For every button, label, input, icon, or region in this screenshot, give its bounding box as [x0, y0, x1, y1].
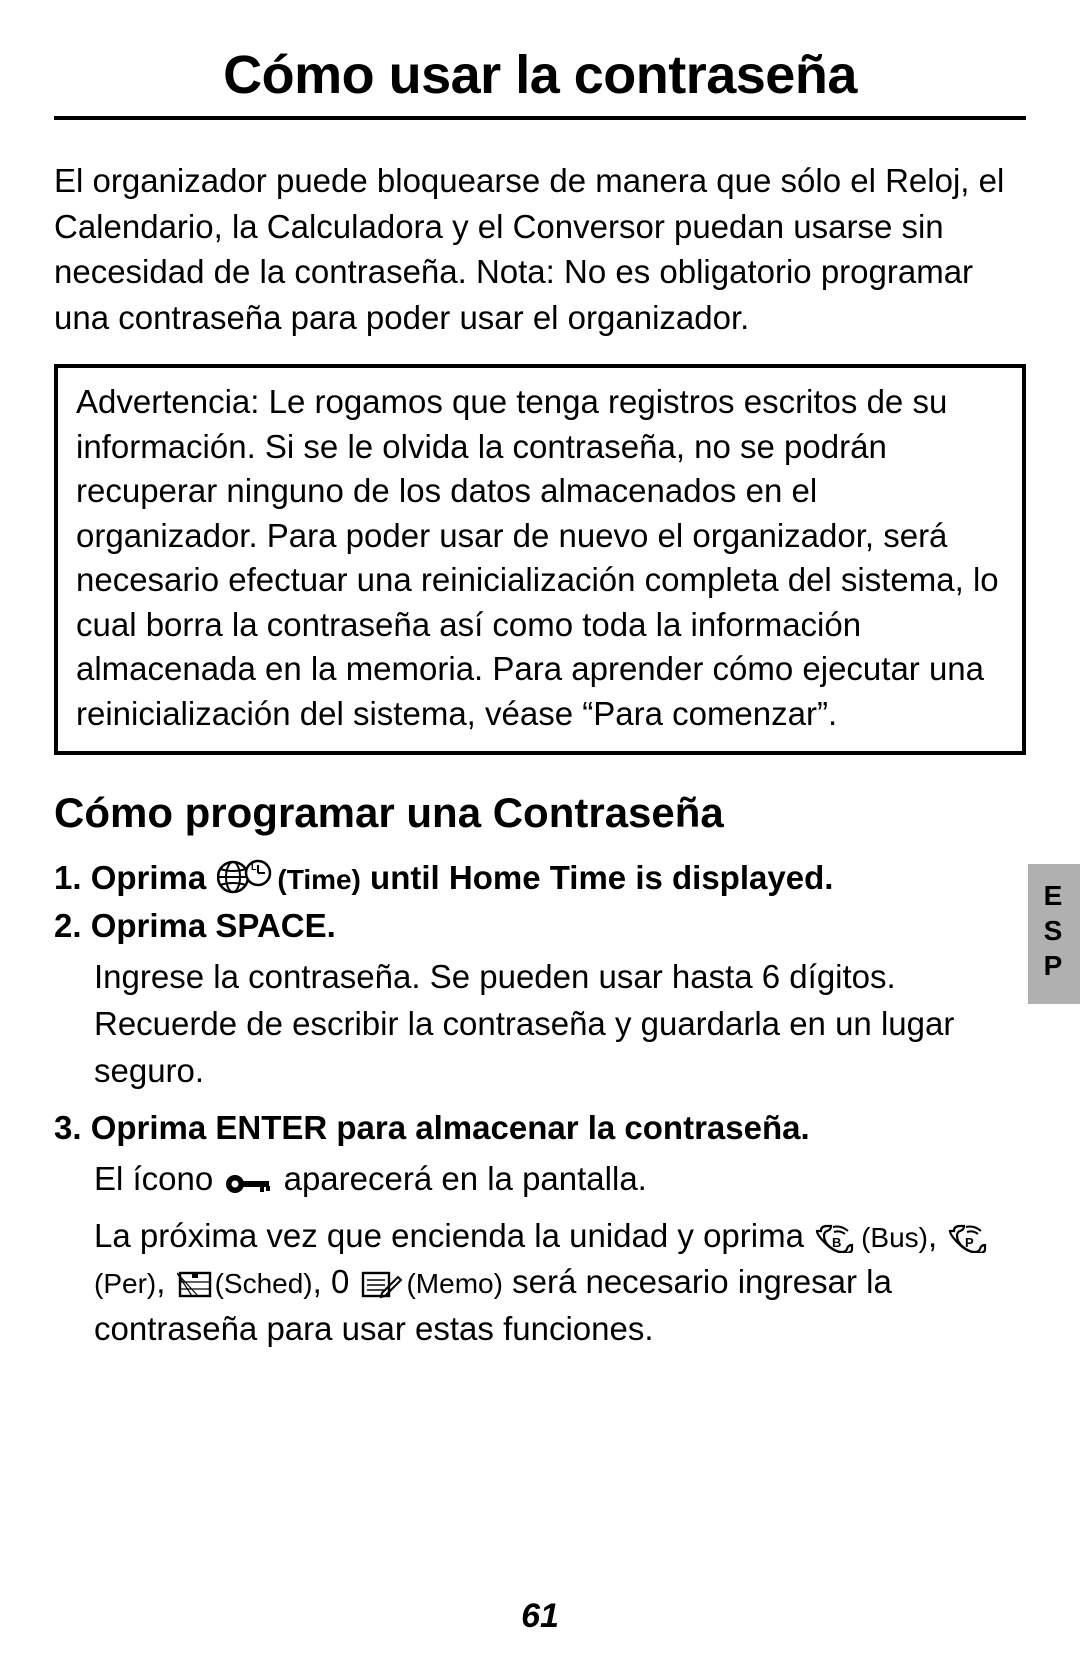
step-3-body-2: La próxima vez que encienda la unidad y …	[94, 1213, 1026, 1354]
language-tab-label: E S P	[1044, 880, 1065, 981]
page-number: 61	[0, 1597, 1080, 1636]
per-label: (Per)	[94, 1268, 156, 1299]
memo-label: (Memo)	[406, 1268, 502, 1299]
step-3-body-2-prefix: La próxima vez que encienda la unidad y …	[94, 1217, 813, 1254]
svg-text:B: B	[832, 1235, 841, 1250]
warning-text: Advertencia: Le rogamos que tenga regist…	[76, 383, 999, 732]
language-tab-esp: E S P	[1028, 864, 1080, 1004]
phone-bus-icon: B	[815, 1223, 859, 1253]
sep-2: ,	[156, 1263, 174, 1300]
sep-1: ,	[928, 1217, 946, 1254]
svg-text:L: L	[251, 862, 257, 872]
sched-label: (Sched)	[215, 1268, 313, 1299]
step-3-body-1-prefix: El ícono	[94, 1160, 222, 1197]
key-icon	[224, 1172, 272, 1196]
step-3: 3. Oprima ENTER para almacenar la contra…	[54, 1105, 1026, 1152]
step-3-body-1-suffix: aparecerá en la pantalla.	[274, 1160, 646, 1197]
intro-paragraph: El organizador puede bloquearse de maner…	[54, 158, 1026, 340]
page-title: Cómo usar la contraseña	[54, 44, 1026, 120]
step-1-suffix: until Home Time is displayed.	[361, 859, 834, 896]
section-heading: Cómo programar una Contraseña	[54, 789, 1026, 837]
svg-text:P: P	[965, 1235, 974, 1250]
warning-box: Advertencia: Le rogamos que tenga regist…	[54, 364, 1026, 754]
sep-3: , 0	[313, 1263, 359, 1300]
step-3-body-1: El ícono aparecerá en la pantalla.	[94, 1156, 1026, 1203]
sched-calendar-icon	[177, 1269, 213, 1299]
time-globe-clock-icon: L	[217, 859, 275, 895]
bus-label: (Bus)	[861, 1222, 928, 1253]
step-1: 1. Oprima L (Time) until Home Time is dis…	[54, 855, 1026, 902]
step-1-prefix: 1. Oprima	[54, 859, 215, 896]
step-1-icon-label: (Time)	[277, 864, 361, 895]
memo-note-icon	[360, 1269, 404, 1299]
step-2: 2. Oprima SPACE.	[54, 903, 1026, 950]
phone-per-icon: P	[948, 1223, 992, 1253]
step-2-body: Ingrese la contraseña. Se pueden usar ha…	[94, 954, 1026, 1095]
steps-list: 1. Oprima L (Time) until Home Time is dis…	[54, 855, 1026, 1354]
